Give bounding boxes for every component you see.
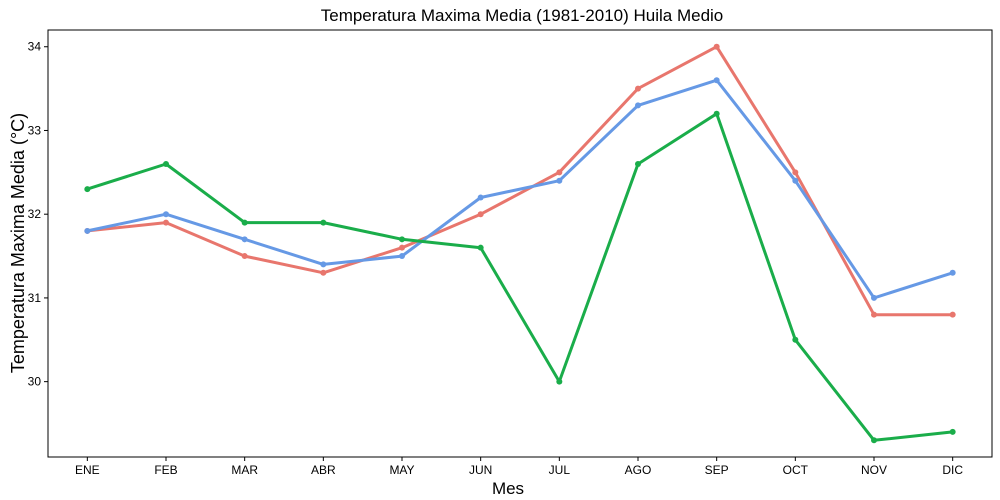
x-tick-label: SEP — [705, 463, 729, 477]
data-point — [477, 211, 484, 218]
data-point — [556, 378, 563, 385]
data-point — [241, 219, 248, 226]
x-axis-label: Mes — [492, 479, 524, 498]
x-tick-label: MAR — [231, 463, 258, 477]
data-point — [320, 261, 327, 268]
data-point — [320, 269, 327, 276]
plot-panel-border — [47, 29, 993, 458]
data-point — [792, 336, 799, 343]
y-tick-label: 33 — [28, 123, 42, 137]
series-1 — [84, 43, 956, 318]
series-line — [87, 45, 953, 317]
data-point — [163, 219, 169, 226]
x-tick-label: MAY — [389, 463, 414, 477]
data-point — [84, 227, 91, 234]
x-tick-label: ENE — [75, 463, 100, 477]
x-axis: ENE FEB MAR ABR MAY JUN JUL AGO SEP OCT NOV DIC — [75, 457, 963, 477]
data-point — [635, 102, 641, 109]
data-point — [84, 186, 91, 193]
x-tick-label: FEB — [154, 463, 177, 477]
data-point — [871, 294, 877, 301]
data-point — [949, 269, 956, 276]
x-tick-label: DIC — [942, 463, 963, 477]
x-tick-label: JUN — [469, 463, 492, 477]
x-tick-label: ABR — [311, 463, 336, 477]
x-tick-label: OCT — [783, 463, 809, 477]
y-tick-label: 31 — [28, 291, 42, 305]
y-axis-label: Temperatura Maxima Media (°C) — [8, 113, 28, 373]
chart-title: Temperatura Maxima Media (1981-2010) Hui… — [321, 6, 724, 25]
x-tick-label: NOV — [861, 463, 887, 477]
data-point — [949, 428, 956, 435]
data-point — [241, 253, 248, 260]
y-tick-label: 32 — [28, 207, 42, 221]
data-point — [399, 253, 405, 260]
data-point — [477, 194, 484, 201]
data-point — [163, 211, 169, 218]
series-layer — [84, 43, 956, 444]
x-tick-label: AGO — [625, 463, 652, 477]
data-point — [241, 236, 248, 243]
series-2 — [84, 77, 956, 301]
data-point — [713, 77, 720, 84]
data-point — [556, 177, 563, 184]
y-axis: 30 31 32 33 34 — [28, 40, 48, 389]
data-point — [713, 43, 720, 50]
data-point — [792, 177, 799, 184]
x-tick-label: JUL — [549, 463, 571, 477]
y-tick-label: 30 — [28, 375, 42, 389]
data-point — [949, 311, 956, 318]
series-line — [86, 78, 954, 300]
data-point — [635, 85, 641, 92]
data-point — [713, 110, 720, 117]
series-3 — [84, 110, 956, 444]
data-point — [163, 160, 169, 167]
data-point — [871, 437, 877, 444]
data-point — [792, 169, 799, 176]
data-point — [320, 219, 327, 226]
data-point — [399, 236, 405, 243]
data-point — [556, 169, 563, 176]
series-line — [86, 112, 953, 442]
data-point — [477, 244, 484, 251]
y-tick-label: 34 — [28, 40, 42, 54]
data-point — [871, 311, 877, 318]
data-point — [635, 160, 641, 167]
data-point — [399, 244, 405, 251]
